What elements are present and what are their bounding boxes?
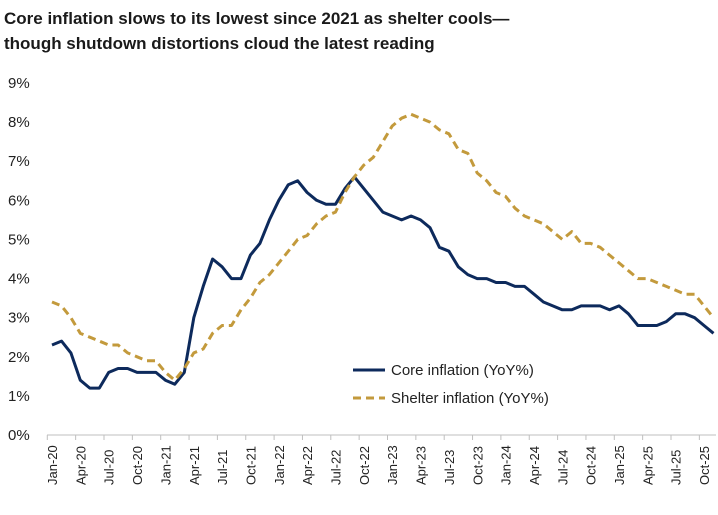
x-tick-label: Oct-20 [130, 446, 145, 485]
legend-label: Core inflation (YoY%) [391, 362, 534, 379]
x-tick-label: Jan-24 [499, 445, 514, 485]
y-tick-label: 3% [8, 310, 30, 327]
y-tick-label: 5% [8, 231, 30, 248]
x-tick-label: Jul-22 [329, 450, 344, 485]
x-tick-label: Jul-21 [215, 450, 230, 485]
y-tick-label: 6% [8, 192, 30, 209]
x-tick-label: Oct-23 [470, 446, 485, 485]
x-tick-label: Jan-20 [45, 445, 60, 485]
x-tick-label: Oct-22 [357, 446, 372, 485]
y-tick-label: 7% [8, 153, 30, 170]
shelter-inflation-line [51, 112, 715, 382]
title-line-2: though shutdown distortions cloud the la… [4, 34, 435, 53]
x-tick-label: Apr-22 [300, 446, 315, 485]
y-tick-label: 4% [8, 271, 30, 288]
x-tick-label: Jul-20 [102, 450, 117, 485]
y-tick-label: 0% [8, 427, 30, 444]
x-tick-label: Apr-24 [527, 446, 542, 485]
x-tick-label: Apr-21 [187, 446, 202, 485]
x-tick-label: Jan-23 [385, 445, 400, 485]
x-tick-label: Jan-21 [158, 445, 173, 485]
title-line-1: Core inflation slows to its lowest since… [4, 9, 510, 28]
x-tick-label: Jul-23 [442, 450, 457, 485]
y-tick-label: 2% [8, 349, 30, 366]
chart-title: Core inflation slows to its lowest since… [4, 6, 704, 56]
legend-label: Shelter inflation (YoY%) [391, 390, 549, 407]
y-tick-label: 8% [8, 114, 30, 131]
x-tick-label: Jul-25 [669, 450, 684, 485]
x-tick-label: Jan-22 [272, 445, 287, 485]
x-tick-label: Oct-21 [243, 446, 258, 485]
x-tick-label: Oct-24 [584, 446, 599, 485]
core-inflation-line [51, 175, 715, 390]
y-tick-label: 1% [8, 388, 30, 405]
x-tick-label: Apr-25 [640, 446, 655, 485]
x-tick-label: Jul-24 [555, 450, 570, 485]
x-tick-label: Oct-25 [697, 446, 712, 485]
x-tick-label: Apr-23 [414, 446, 429, 485]
x-tick-label: Jan-25 [612, 445, 627, 485]
x-tick-label: Apr-20 [73, 446, 88, 485]
y-tick-label: 9% [8, 75, 30, 92]
